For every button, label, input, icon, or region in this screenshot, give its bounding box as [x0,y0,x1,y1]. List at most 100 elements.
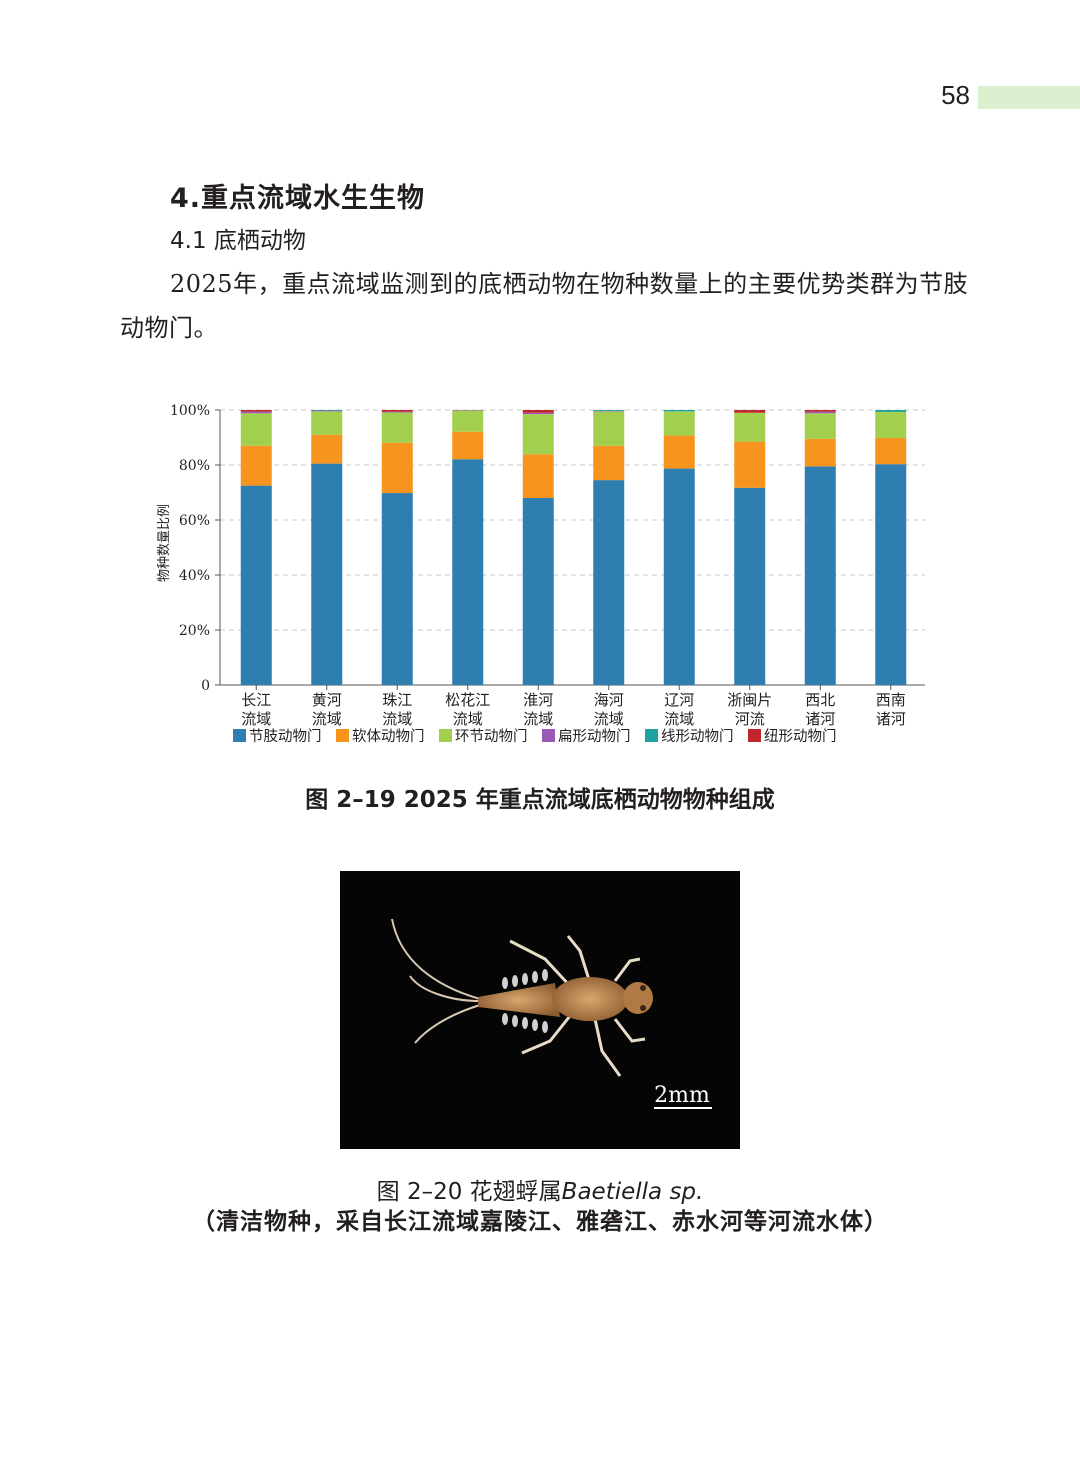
bar-segment [381,493,413,685]
bar-segment [311,410,343,411]
category-label: 西北 [805,691,835,709]
bar-segment [875,438,907,465]
bar-segment [381,442,413,494]
y-tick-label: 40% [179,568,210,584]
bar-segment [734,487,766,685]
bar-segment [522,412,554,415]
bar-segment [452,459,484,685]
bar-segment [663,411,695,436]
bar-segment [663,435,695,469]
bar-segment [240,413,272,446]
category-label: 辽河 [664,691,694,709]
mayfly-photo: 2mm [340,871,740,1149]
y-tick-label: 0 [201,678,210,694]
scale-bar-label: 2mm [654,1083,710,1108]
bar-segment [522,414,554,455]
chart-bars [240,410,907,685]
legend-swatch [439,729,452,742]
bar-segment [522,454,554,498]
category-label: 黄河 [312,691,342,709]
category-label: 长江 [241,691,271,709]
bar-segment [804,410,836,412]
legend-label: 节肢动物门 [249,728,322,745]
y-tick-label: 60% [179,513,210,529]
legend-label: 软体动物门 [352,728,425,745]
bar-segment [663,410,695,412]
mayfly-illustration: 2mm [391,918,712,1109]
stacked-bar-chart: 020%40%60%80%100% 长江流域黄河流域珠江流域松花江流域淮河流域海… [157,403,925,745]
bar-segment [734,441,766,488]
subsection-heading: 4.1 底栖动物 [170,228,306,254]
legend-item: 纽形动物门 [748,728,837,745]
category-label: 诸河 [805,710,835,728]
bar-segment [240,410,272,412]
legend-swatch [336,729,349,742]
legend-label: 扁形动物门 [558,728,631,745]
bar-segment [734,410,766,413]
bar-segment [593,410,625,412]
legend-swatch [233,729,246,742]
bar-segment [804,411,836,414]
bar-segment [804,466,836,685]
legend-label: 环节动物门 [455,728,528,745]
legend-label: 纽形动物门 [764,728,837,745]
bar-segment [311,411,343,435]
bar-segment [311,410,343,412]
caption-prefix: 图 2–20 花翅蜉属 [376,1179,562,1205]
category-label: 海河 [594,691,624,709]
species-name: Baetiella sp. [561,1179,704,1205]
y-tick-label: 80% [179,458,210,474]
y-axis-label: 物种数量比例 [157,504,172,582]
figure-caption-photo: 图 2–20 花翅蜉属Baetiella sp. [0,1172,1080,1206]
bar-segment [381,410,413,412]
bar-segment [311,434,343,464]
category-label: 流域 [523,710,553,728]
bar-segment [452,410,484,432]
figure-caption-note: （清洁物种，采自长江流域嘉陵江、雅砻江、赤水河等河流水体） [192,1209,888,1235]
page-tab-decoration [978,86,1080,109]
legend-swatch [645,729,658,742]
body-paragraph: 2025年，重点流域监测到的底栖动物在物种数量上的主要优势类群为节肢动物门。 [120,270,969,342]
bar-segment [240,411,272,414]
legend-item: 线形动物门 [645,728,734,745]
legend-item: 环节动物门 [439,728,528,745]
category-label: 流域 [241,710,271,728]
bar-segment [240,485,272,685]
category-label: 浙闽片 [727,691,772,709]
bar-segment [593,410,625,411]
category-label: 河流 [735,710,765,728]
category-labels: 长江流域黄河流域珠江流域松花江流域淮河流域海河流域辽河流域浙闽片河流西北诸河西南… [241,691,906,728]
bar-segment [593,445,625,481]
category-label: 流域 [453,710,483,728]
category-label: 珠江 [382,691,412,709]
legend-swatch [542,729,555,742]
bar-segment [381,411,413,413]
section-heading: 4.重点流域水生生物 [170,183,426,214]
figure-caption-chart: 图 2–19 2025 年重点流域底栖动物物种组成 [305,787,775,813]
y-tick-label: 20% [179,623,210,639]
bar-segment [734,412,766,442]
bar-segment [875,464,907,685]
y-tick-label: 100% [170,403,210,419]
chart-legend: 节肢动物门 软体动物门 环节动物门 扁形动物门 线形动物门 纽形动物门 [233,728,837,745]
category-label: 流域 [594,710,624,728]
bar-segment [452,431,484,460]
legend-label: 线形动物门 [661,728,734,745]
category-label: 西南 [876,691,906,709]
bar-segment [593,411,625,446]
page-number: 58 [941,80,970,110]
bar-segment [593,480,625,685]
category-label: 流域 [382,710,412,728]
category-label: 松花江 [445,691,490,709]
bar-segment [663,468,695,685]
bar-segment [804,413,836,439]
bar-segment [240,445,272,486]
bar-segment [522,410,554,413]
bar-segment [522,498,554,685]
legend-swatch [748,729,761,742]
category-label: 流域 [664,710,694,728]
category-label: 流域 [312,710,342,728]
legend-item: 节肢动物门 [233,728,322,745]
bar-segment [311,463,343,685]
bar-segment [381,412,413,443]
